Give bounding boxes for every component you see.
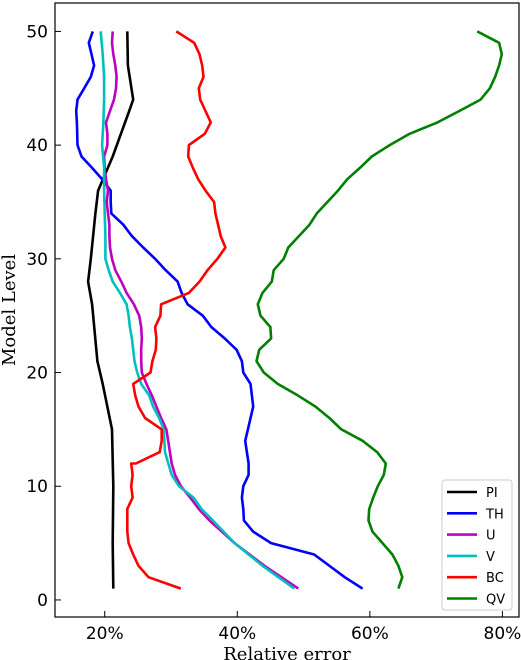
- legend-label-qv: QV: [486, 593, 505, 608]
- legend-label-bc: BC: [486, 571, 504, 586]
- legend-label-v: V: [486, 550, 495, 565]
- legend-label-pi: PI: [486, 486, 498, 501]
- legend-label-u: U: [486, 529, 496, 544]
- series-line-u: [102, 31, 300, 590]
- legend: PI TH UV BC QV: [441, 479, 513, 611]
- y-tick-label: 20: [26, 364, 48, 384]
- series-line-qv: [255, 30, 504, 590]
- x-tick-label: 40%: [218, 624, 256, 644]
- x-axis-title: Relative error: [223, 644, 351, 660]
- series-line-pi: [86, 31, 135, 589]
- series-layer: [74, 30, 504, 590]
- y-tick-label: 30: [26, 250, 48, 270]
- x-axis-ticks: 20% 40% 60% 80%: [86, 611, 521, 644]
- y-tick-label: 40: [26, 136, 48, 156]
- series-line-bc: [126, 30, 227, 590]
- x-tick-label: 80%: [484, 624, 521, 644]
- x-tick-label: 20%: [86, 624, 124, 644]
- plot-area-frame: [54, 2, 520, 618]
- y-axis-ticks: 0 10 20 30 40 50: [26, 22, 61, 611]
- legend-label-th: TH: [485, 507, 504, 522]
- series-line-th: [74, 30, 364, 590]
- y-tick-label: 50: [26, 22, 48, 42]
- y-axis-title: Model Level: [0, 254, 20, 366]
- y-tick-label: 10: [26, 477, 48, 497]
- y-tick-label: 0: [37, 591, 48, 611]
- x-tick-label: 60%: [351, 624, 389, 644]
- series-line-v: [99, 31, 296, 590]
- legend-box: [441, 479, 513, 611]
